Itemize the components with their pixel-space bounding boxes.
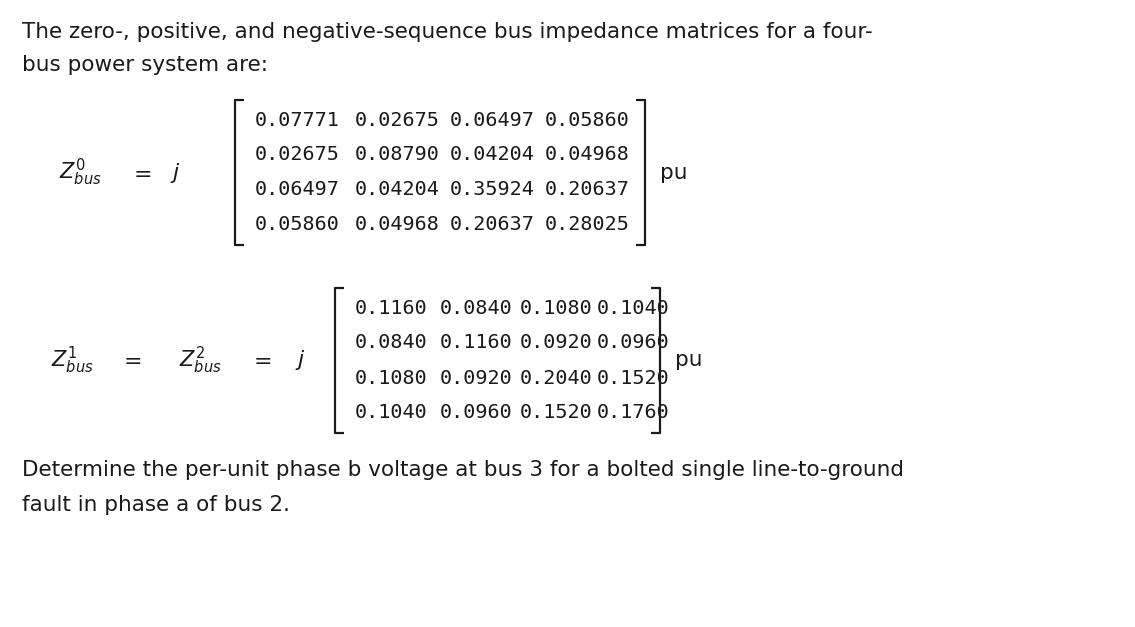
- Text: 0.04204: 0.04204: [355, 181, 440, 199]
- Text: 0.1520: 0.1520: [520, 404, 592, 423]
- Text: 0.04968: 0.04968: [355, 216, 440, 234]
- Text: $Z^{1}_{bus}$: $Z^{1}_{bus}$: [51, 345, 93, 376]
- Text: 0.1760: 0.1760: [597, 404, 670, 423]
- Text: The zero-, positive, and negative-sequence bus impedance matrices for a four-: The zero-, positive, and negative-sequen…: [22, 22, 873, 42]
- Text: 0.20637: 0.20637: [545, 181, 630, 199]
- Text: $Z^{2}_{bus}$: $Z^{2}_{bus}$: [178, 345, 221, 376]
- Text: $j$: $j$: [169, 161, 180, 184]
- Text: 0.1080: 0.1080: [520, 298, 592, 317]
- Text: 0.0960: 0.0960: [440, 404, 513, 423]
- Text: pu: pu: [675, 350, 703, 371]
- Text: 0.1160: 0.1160: [440, 334, 513, 352]
- Text: 0.0920: 0.0920: [520, 334, 592, 352]
- Text: 0.2040: 0.2040: [520, 369, 592, 387]
- Text: 0.1160: 0.1160: [355, 298, 428, 317]
- Text: 0.0960: 0.0960: [597, 334, 670, 352]
- Text: $Z^{0}_{bus}$: $Z^{0}_{bus}$: [59, 157, 101, 188]
- Text: $j$: $j$: [295, 349, 305, 372]
- Text: 0.05860: 0.05860: [255, 216, 339, 234]
- Text: pu: pu: [659, 162, 688, 182]
- Text: 0.1080: 0.1080: [355, 369, 428, 387]
- Text: $=$: $=$: [128, 162, 151, 182]
- Text: 0.06497: 0.06497: [449, 110, 535, 130]
- Text: 0.08790: 0.08790: [355, 145, 440, 164]
- Text: Determine the per-unit phase b voltage at bus 3 for a bolted single line-to-grou: Determine the per-unit phase b voltage a…: [22, 460, 903, 480]
- Text: 0.1040: 0.1040: [597, 298, 670, 317]
- Text: 0.20637: 0.20637: [449, 216, 535, 234]
- Text: 0.1520: 0.1520: [597, 369, 670, 387]
- Text: bus power system are:: bus power system are:: [22, 55, 268, 75]
- Text: 0.06497: 0.06497: [255, 181, 339, 199]
- Text: fault in phase a of bus 2.: fault in phase a of bus 2.: [22, 495, 291, 515]
- Text: 0.0840: 0.0840: [355, 334, 428, 352]
- Text: $=$: $=$: [119, 350, 141, 371]
- Text: $=$: $=$: [249, 350, 271, 371]
- Text: 0.04968: 0.04968: [545, 145, 630, 164]
- Text: 0.0920: 0.0920: [440, 369, 513, 387]
- Text: 0.1040: 0.1040: [355, 404, 428, 423]
- Text: 0.07771: 0.07771: [255, 110, 339, 130]
- Text: 0.02675: 0.02675: [255, 145, 339, 164]
- Text: 0.05860: 0.05860: [545, 110, 630, 130]
- Text: 0.35924: 0.35924: [449, 181, 535, 199]
- Text: 0.04204: 0.04204: [449, 145, 535, 164]
- Text: 0.02675: 0.02675: [355, 110, 440, 130]
- Text: 0.28025: 0.28025: [545, 216, 630, 234]
- Text: 0.0840: 0.0840: [440, 298, 513, 317]
